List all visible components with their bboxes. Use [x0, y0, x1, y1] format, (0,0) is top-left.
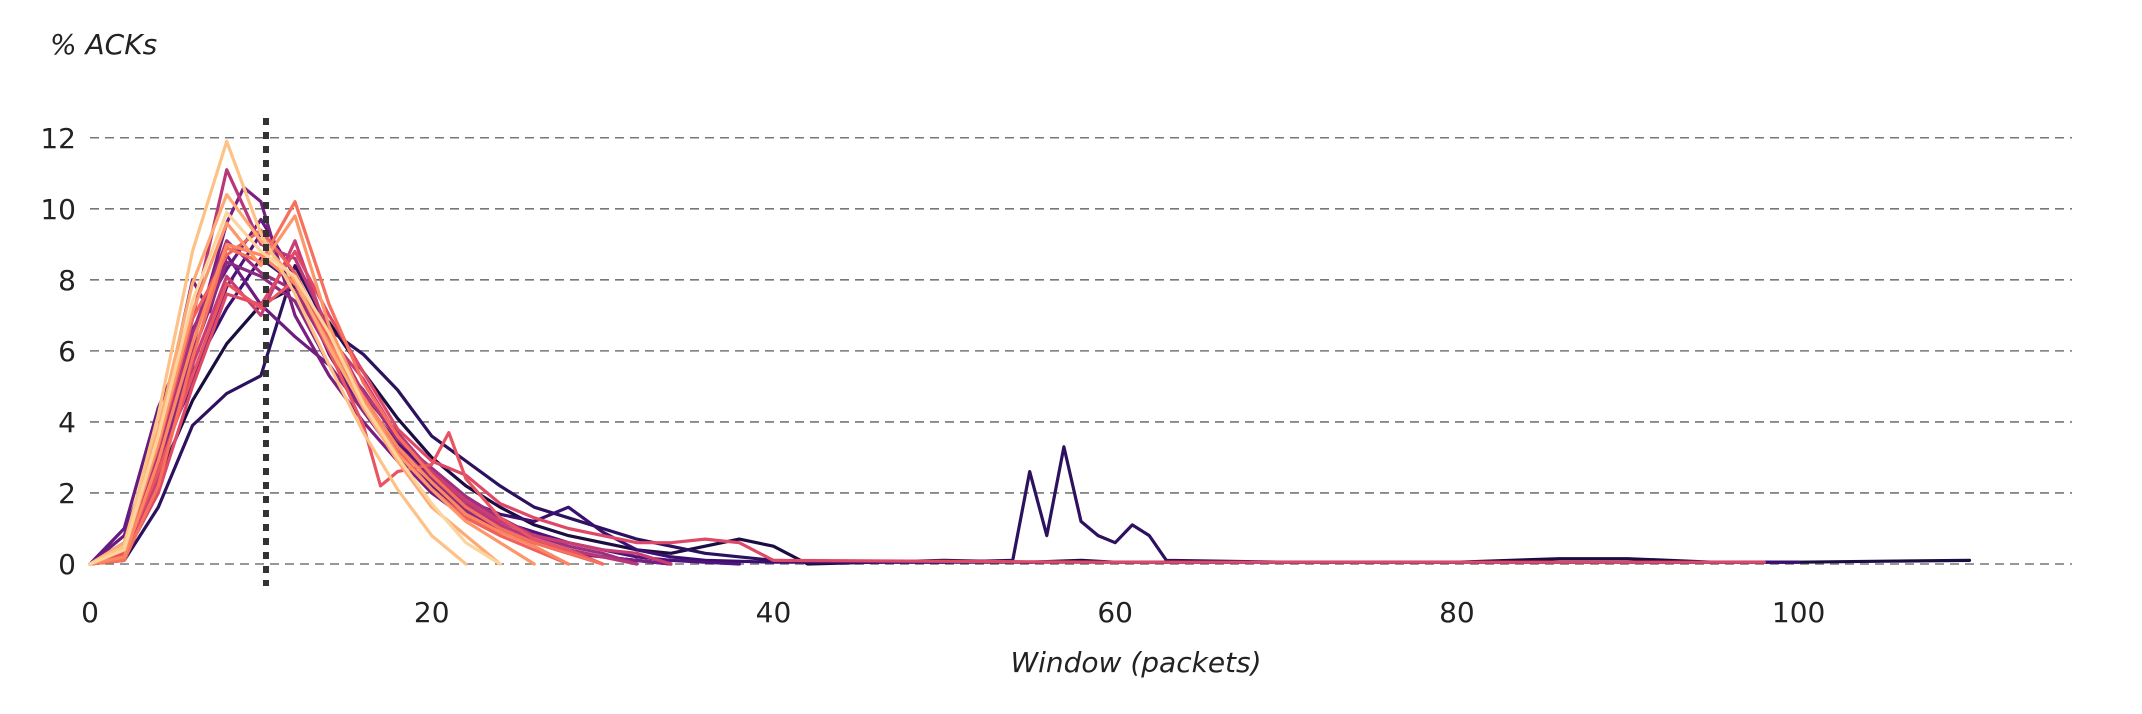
x-tick-label: 100	[1772, 596, 1825, 629]
x-tick-label: 0	[81, 596, 99, 629]
series-lines	[88, 139, 1972, 566]
y-tick-label: 12	[40, 122, 76, 155]
gridlines	[90, 136, 2072, 565]
x-tick-label: 60	[1097, 596, 1133, 629]
x-tick-labels: 0 20 40 60 80 100	[81, 596, 1825, 629]
x-axis-label: Window (packets)	[1010, 646, 1261, 679]
x-tick-label: 80	[1439, 596, 1475, 629]
x-tick-label: 40	[756, 596, 792, 629]
series-line-12	[88, 249, 1766, 566]
y-tick-label: 2	[58, 477, 76, 510]
series-line-2	[88, 264, 1801, 566]
y-tick-label: 6	[58, 335, 76, 368]
series-line-3	[88, 256, 1801, 566]
series-line-15	[88, 200, 605, 566]
y-tick-label: 0	[58, 548, 76, 581]
x-tick-label: 20	[414, 596, 450, 629]
series-line-17	[88, 214, 536, 566]
y-tick-labels: 0 2 4 6 8 10 12	[40, 122, 76, 581]
y-tick-label: 10	[40, 193, 76, 226]
series-line-20	[88, 210, 502, 566]
series-line-13	[88, 278, 605, 566]
y-tick-label: 4	[58, 406, 76, 439]
series-line-18	[88, 193, 502, 566]
y-tick-label: 8	[58, 264, 76, 297]
y-axis-label: % ACKs	[50, 28, 157, 61]
